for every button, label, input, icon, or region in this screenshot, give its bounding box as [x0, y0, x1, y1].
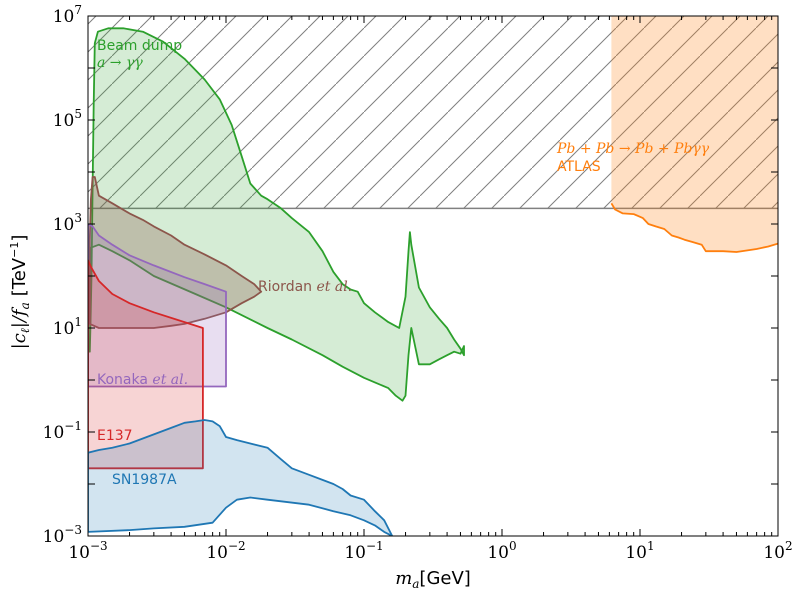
y-tick-label: 10−3: [43, 523, 82, 547]
sn1987a-label: SN1987A: [112, 472, 177, 488]
series-konaka-et-al-area: [88, 224, 226, 387]
y-axis-label-close: ]: [9, 235, 30, 242]
hatched-region: [88, 16, 778, 209]
series-riordan-et-al-line: [88, 176, 263, 329]
y-tick-label: 105: [53, 107, 82, 131]
x-tick-label: 10−1: [344, 539, 383, 563]
x-tick-label: 102: [763, 539, 792, 563]
series-sn1987a-area: [88, 420, 393, 536]
svg-text:|cℓ|/fa[TeV−1]: |cℓ|/fa [TeV−1]: [8, 235, 32, 350]
series-atlas-area: [611, 16, 778, 252]
riordan-label: Riordan et al.: [258, 279, 352, 295]
y-axis-label-exp: −1: [8, 242, 21, 258]
konaka-name: Konaka: [97, 372, 152, 388]
y-axis-label-sub1: ℓ: [18, 328, 32, 333]
y-tick-label: 10−1: [43, 419, 82, 443]
riordan-name: Riordan: [258, 279, 316, 295]
y-axis-label: |cℓ|/fa [TeV−1]: [8, 235, 32, 350]
x-axis-label-unit: [GeV]: [419, 568, 470, 589]
beam-dump-label: Beam dump: [97, 38, 182, 54]
y-axis-label-mid: |/f: [9, 306, 30, 328]
e137-label: E137: [97, 428, 133, 444]
series-beam-dump-area: [89, 28, 465, 401]
series-beam-dump-line: [88, 27, 465, 402]
atlas-label: ATLAS: [557, 159, 601, 175]
atlas-process-label: Pb + Pb → Pb + Pbγγ: [556, 141, 710, 157]
y-axis-label-unit: [TeV: [9, 257, 30, 296]
x-tick-label: 100: [487, 539, 516, 563]
y-tick-label: 103: [53, 211, 82, 235]
series-sn1987a-line: [88, 419, 394, 536]
beam-dump-process-label: a → γγ: [97, 55, 143, 71]
x-tick-label: 10−2: [206, 539, 245, 563]
plot-area: [88, 16, 778, 536]
series-atlas-line: [610, 202, 778, 253]
konaka-label: Konaka et al.: [97, 372, 188, 388]
y-tick-label: 107: [53, 3, 82, 27]
series-e137-area: [88, 260, 203, 469]
y-tick-label: 101: [53, 315, 82, 339]
x-axis-label: ma[GeV]: [395, 568, 471, 591]
x-tick-label: 10−3: [68, 539, 107, 563]
y-axis-label-sub2: a: [18, 302, 32, 309]
axis-ticks: 10−3 10−2 10−1 100 101 102 10−3 10−1 101 103 105 10…: [43, 3, 793, 563]
series-e137-line: [88, 259, 204, 470]
riordan-etal: et al.: [316, 279, 352, 295]
x-axis-label-sub: a: [412, 577, 419, 591]
x-tick-label: 101: [625, 539, 654, 563]
konaka-etal: et al.: [152, 372, 188, 388]
series-riordan-et-al-area: [89, 177, 262, 328]
y-axis-label-main: |c: [9, 333, 30, 349]
series-konaka-et-al-line: [88, 223, 227, 388]
x-axis-label-main: m: [395, 568, 412, 589]
